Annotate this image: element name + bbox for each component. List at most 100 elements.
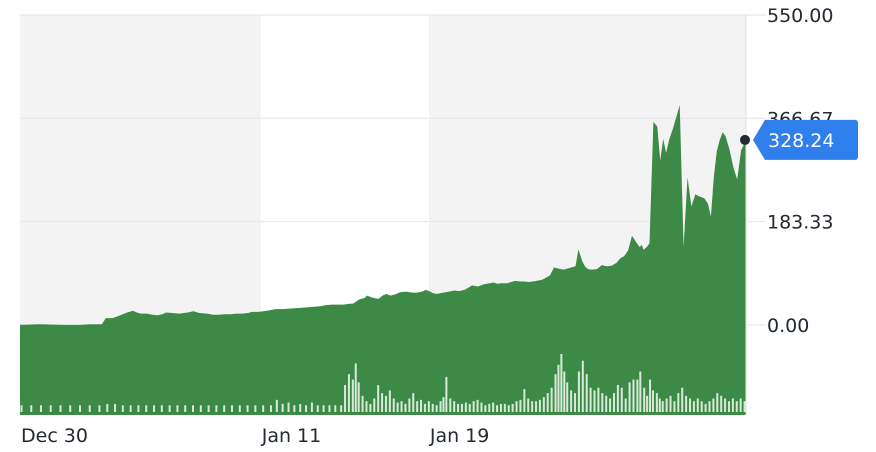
volume-bar-79 <box>480 402 483 412</box>
volume-bar-87 <box>511 403 514 412</box>
x-tick-label-0: Dec 30 <box>21 425 88 447</box>
volume-bar-130 <box>669 395 672 412</box>
volume-bars <box>20 353 746 412</box>
volume-bar-123 <box>646 395 649 412</box>
volume-bar-141 <box>712 398 715 412</box>
volume-bar-111 <box>601 393 604 412</box>
volume-bar-142 <box>716 393 719 412</box>
volume-bar-6 <box>78 405 81 412</box>
volume-bar-93 <box>535 401 538 412</box>
volume-bar-96 <box>546 393 549 412</box>
volume-bar-85 <box>503 403 506 412</box>
volume-bar-58 <box>400 401 403 412</box>
volume-bar-2 <box>39 405 42 412</box>
volume-bar-109 <box>593 390 596 412</box>
volume-bar-133 <box>681 387 684 412</box>
volume-bar-45 <box>351 379 354 412</box>
volume-bar-80 <box>484 405 487 412</box>
current-price-marker: 328.24 <box>740 119 858 160</box>
volume-bar-83 <box>496 405 499 412</box>
volume-bar-90 <box>523 389 526 412</box>
volume-bar-64 <box>423 403 426 412</box>
volume-bar-32 <box>281 403 284 412</box>
volume-bar-114 <box>612 393 615 412</box>
volume-bar-61 <box>412 393 415 412</box>
volume-bar-103 <box>570 390 573 412</box>
volume-bar-97 <box>550 387 553 412</box>
volume-bar-49 <box>365 401 368 412</box>
volume-bar-68 <box>439 401 442 412</box>
price-area-path <box>20 105 746 415</box>
volume-bar-144 <box>724 398 727 412</box>
x-axis-ticks: Dec 30 Jan 11 Jan 19 <box>21 425 489 447</box>
y-tick-label-2: 183.33 <box>767 212 833 234</box>
volume-bar-128 <box>661 401 664 412</box>
volume-bar-78 <box>476 399 479 412</box>
volume-bar-23 <box>215 405 218 412</box>
volume-bar-76 <box>468 403 471 412</box>
volume-bar-74 <box>460 403 463 412</box>
volume-bar-39 <box>322 405 325 412</box>
price-badge <box>753 119 858 160</box>
volume-bar-31 <box>275 399 278 412</box>
volume-bar-19 <box>184 405 187 412</box>
volume-bar-21 <box>199 405 202 412</box>
volume-bar-82 <box>492 402 495 412</box>
volume-bar-40 <box>328 405 331 412</box>
volume-bar-86 <box>507 405 510 412</box>
volume-bar-131 <box>673 401 676 412</box>
volume-bar-69 <box>442 397 445 412</box>
volume-bar-75 <box>464 402 467 412</box>
volume-bar-50 <box>369 403 372 412</box>
volume-bar-65 <box>427 401 430 412</box>
volume-bar-104 <box>574 393 577 412</box>
volume-bar-28 <box>254 405 257 412</box>
volume-bar-38 <box>316 405 319 412</box>
volume-bar-37 <box>310 402 313 412</box>
volume-bar-63 <box>420 399 423 412</box>
volume-bar-22 <box>207 405 210 412</box>
x-tick-label-1: Jan 11 <box>261 425 322 447</box>
volume-bar-136 <box>692 401 695 412</box>
volume-bar-43 <box>344 385 347 412</box>
volume-bar-8 <box>98 405 101 412</box>
volume-bar-0 <box>20 405 23 412</box>
volume-bar-113 <box>609 398 612 412</box>
volume-bar-42 <box>340 405 343 412</box>
volume-bar-127 <box>658 398 661 412</box>
volume-bar-73 <box>457 403 460 412</box>
volume-bar-15 <box>153 405 156 412</box>
volume-bar-17 <box>168 405 171 412</box>
volume-bar-124 <box>649 379 652 412</box>
volume-bar-119 <box>632 379 635 412</box>
volume-bar-48 <box>361 395 364 412</box>
volume-bar-14 <box>145 405 148 412</box>
volume-bar-44 <box>347 374 350 412</box>
volume-bar-20 <box>192 405 195 412</box>
volume-bar-47 <box>357 382 360 412</box>
volume-bar-10 <box>114 403 117 412</box>
price-area <box>20 105 746 415</box>
volume-bar-146 <box>731 398 734 412</box>
volume-bar-51 <box>373 398 376 412</box>
volume-bar-52 <box>377 385 380 412</box>
volume-bar-11 <box>121 405 124 412</box>
volume-bar-70 <box>445 376 448 412</box>
volume-bar-108 <box>589 387 592 412</box>
volume-bar-46 <box>354 363 357 412</box>
volume-bar-147 <box>735 401 738 412</box>
volume-bar-62 <box>416 401 419 412</box>
volume-bar-54 <box>384 395 387 412</box>
volume-bar-105 <box>577 371 580 412</box>
volume-bar-106 <box>581 360 584 412</box>
volume-bar-140 <box>708 401 711 412</box>
volume-bar-116 <box>620 387 623 412</box>
price-dot <box>740 134 750 145</box>
volume-bar-57 <box>396 402 399 412</box>
volume-bar-36 <box>305 405 308 412</box>
volume-bar-1 <box>30 405 33 412</box>
volume-bar-84 <box>499 403 502 412</box>
volume-bar-115 <box>616 385 619 412</box>
volume-bar-29 <box>262 405 265 412</box>
